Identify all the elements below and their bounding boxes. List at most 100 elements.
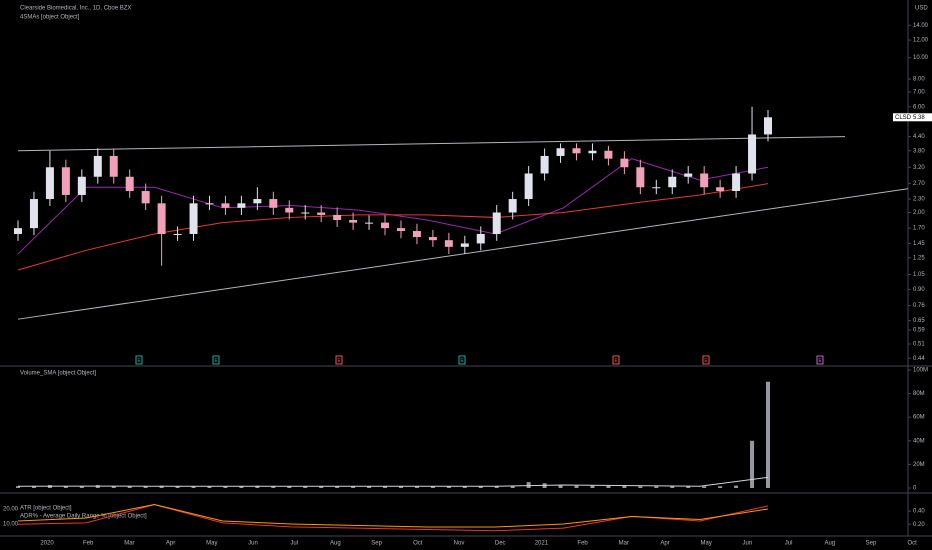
candle-body — [588, 150, 597, 154]
x-tick-label: 2020 — [40, 541, 54, 547]
event-label: E — [214, 358, 218, 364]
x-tick-label: Sep — [371, 541, 382, 547]
trendline — [17, 188, 909, 320]
volume-bar — [303, 486, 308, 488]
volume-bar — [239, 486, 244, 488]
x-tick-label: May — [701, 541, 712, 547]
candle-body — [157, 203, 166, 234]
volume-bar — [414, 486, 419, 488]
candle-body — [14, 228, 22, 234]
volume-bar — [335, 486, 340, 488]
candle-body — [732, 173, 741, 192]
volume-bar — [271, 486, 276, 488]
event-marker — [458, 355, 466, 365]
x-tick-label: Feb — [83, 541, 94, 547]
volume-title: Volume_SMA [object Object] — [20, 371, 96, 377]
volume-bar — [590, 485, 595, 488]
volume-bar — [718, 486, 723, 488]
candle-body — [301, 212, 310, 214]
volume-bar — [750, 440, 755, 488]
volume-bar — [223, 486, 228, 488]
volume-bar — [175, 486, 180, 488]
candle-body — [508, 199, 517, 213]
y-tick-label: 2.00 — [913, 210, 925, 216]
candle-body — [572, 148, 581, 154]
volume-bar — [702, 486, 707, 488]
candle-body — [285, 207, 294, 213]
candle-body — [365, 222, 374, 224]
x-tick-label: Apr — [660, 541, 669, 547]
chart-title: Clearside Biomedical, Inc., 1D, Cboe BZX — [20, 6, 131, 12]
x-tick-label: Mar — [619, 541, 629, 547]
candle-body — [45, 167, 54, 200]
candle-body — [141, 191, 150, 204]
candle-body — [460, 243, 469, 247]
volume-bar — [638, 486, 643, 488]
event-marker — [816, 355, 824, 365]
candle-body — [556, 148, 565, 156]
x-tick-label: Jul — [785, 541, 793, 547]
volume-bar — [31, 485, 36, 488]
volume-bar — [351, 486, 356, 488]
y-tick-label: 1.05 — [913, 272, 925, 278]
x-tick-label: 2021 — [535, 541, 549, 547]
y-tick-label: 10.00 — [913, 55, 929, 61]
y-tick-label: 14.00 — [913, 23, 929, 29]
candle-body — [700, 173, 709, 188]
volume-bar — [367, 486, 372, 488]
candle-body — [524, 173, 533, 200]
y2-tick-label: 0.40 — [913, 509, 925, 515]
y-tick-label: 8.00 — [913, 77, 925, 83]
volume-bar — [766, 381, 770, 488]
volume-bar — [558, 485, 563, 488]
candle-body — [716, 187, 725, 192]
x-tick-label: Sep — [866, 541, 877, 547]
volume-bar — [63, 486, 68, 488]
event-marker — [135, 355, 143, 365]
candle-body — [125, 176, 134, 192]
y-tick-label: 60M — [913, 415, 925, 421]
x-tick-label: Aug — [824, 541, 835, 547]
x-tick-label: Jun — [248, 541, 258, 547]
event-marker — [702, 355, 710, 365]
volume-bar — [79, 486, 84, 488]
candle-body — [29, 199, 38, 229]
volume-bar — [319, 486, 324, 488]
volume-bar — [478, 486, 483, 488]
event-label: E — [614, 358, 618, 364]
event-marker — [212, 355, 220, 365]
candle-body — [253, 199, 262, 204]
x-tick-label: May — [206, 541, 217, 547]
x-tick-label: Dec — [495, 541, 506, 547]
symbol-tag: CLSD — [895, 115, 912, 121]
volume-bar — [398, 486, 403, 488]
volume-bar — [462, 486, 467, 488]
candle-body — [604, 150, 613, 159]
y-tick-label: 7.00 — [913, 90, 925, 96]
candle-body — [620, 158, 629, 168]
moving-average — [17, 183, 769, 271]
y-tick-label: 0 — [913, 486, 917, 492]
y-tick-label: 0.51 — [913, 342, 925, 348]
candle-body — [540, 155, 549, 174]
candle-body — [748, 134, 757, 174]
x-tick-label: Jun — [743, 541, 753, 547]
y-tick-label: 100M — [913, 368, 928, 374]
y-tick-label: 1.45 — [913, 241, 925, 247]
volume-bar — [526, 482, 531, 488]
candle-body — [333, 214, 342, 221]
volume-bar — [622, 485, 627, 488]
x-tick-label: Oct — [413, 541, 423, 547]
candle-body — [173, 233, 182, 235]
event-marker — [335, 355, 343, 365]
y-tick-label: 0.76 — [913, 303, 925, 309]
event-marker — [612, 355, 620, 365]
x-tick-label: Aug — [330, 541, 341, 547]
y-tick-label: 12.00 — [913, 38, 929, 44]
volume-bar — [191, 486, 196, 488]
y-tick-label: 2.30 — [913, 197, 925, 203]
candle-body — [93, 155, 102, 177]
candle-body — [205, 203, 214, 205]
